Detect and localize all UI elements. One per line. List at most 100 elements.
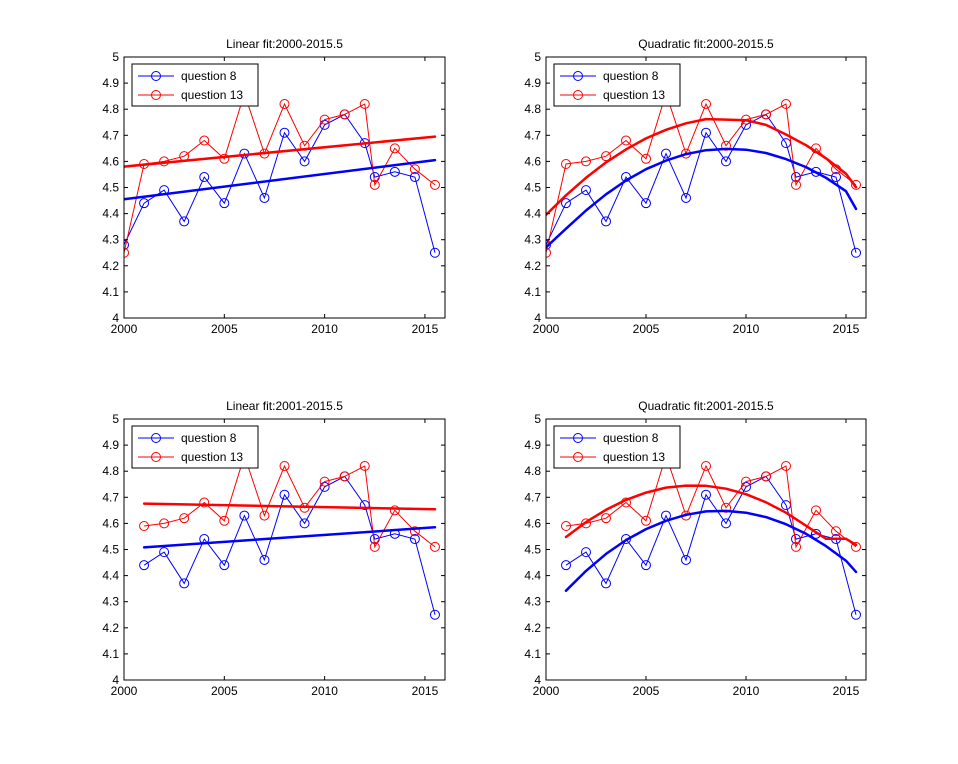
y-tick-label: 4.5 — [102, 181, 119, 195]
data-point — [581, 185, 591, 196]
chart-title: Quadratic fit:2001-2015.5 — [638, 399, 774, 413]
y-tick-label: 5 — [112, 412, 119, 426]
data-point — [641, 560, 651, 571]
data-point — [124, 247, 129, 258]
y-tick-label: 4.7 — [102, 128, 119, 142]
legend-marker — [573, 90, 583, 100]
data-point — [179, 578, 190, 589]
data-point — [831, 172, 841, 183]
series-line-2 — [144, 453, 436, 549]
data-point — [179, 513, 190, 524]
plot-series — [546, 88, 861, 258]
fit-line-1 — [124, 158, 437, 201]
data-point — [429, 609, 440, 620]
y-tick-label: 5 — [534, 412, 541, 426]
data-point — [561, 560, 571, 571]
data-point — [741, 476, 751, 487]
y-tick-label: 4.5 — [102, 543, 119, 557]
data-point — [581, 518, 591, 529]
x-tick-label: 2000 — [111, 322, 138, 336]
legend: question 8 question 13 — [553, 425, 681, 469]
data-point — [781, 460, 791, 471]
data-point — [721, 518, 731, 529]
legend: question 8 question 13 — [553, 63, 681, 107]
data-point — [811, 166, 821, 177]
y-tick-label: 4 — [534, 673, 541, 687]
y-tick-label: 4.1 — [102, 285, 119, 299]
data-point — [429, 541, 440, 552]
data-point — [124, 239, 129, 250]
y-tick-label: 4.8 — [102, 102, 119, 116]
fit-line-1 — [142, 526, 437, 549]
x-tick-label: 2010 — [311, 322, 338, 336]
legend-label: question 13 — [181, 450, 243, 464]
data-point — [601, 513, 611, 524]
data-point — [409, 534, 420, 545]
data-point — [369, 541, 380, 552]
data-point — [199, 172, 210, 183]
fit-line-2 — [564, 484, 858, 547]
y-tick-label: 4.3 — [524, 595, 541, 609]
data-point — [219, 560, 230, 571]
y-tick-label: 4.3 — [102, 595, 119, 609]
chart-panel-3: Linear fit:2001-2015.5 2000 2005 2010 2015 4 4… — [102, 399, 446, 698]
chart-title: Linear fit:2000-2015.5 — [226, 37, 343, 51]
y-tick-label: 4.4 — [524, 207, 541, 221]
y-tick-label: 4.6 — [524, 516, 541, 530]
data-point — [259, 192, 270, 203]
x-tick-label: 2015 — [833, 684, 860, 698]
legend-marker — [573, 433, 583, 443]
chart-panel-4: Quadratic fit:2001-2015.5 2000 2005 2010 201… — [524, 399, 867, 698]
data-point — [279, 460, 290, 471]
data-point — [299, 518, 310, 529]
data-point — [259, 510, 270, 521]
legend-label: question 8 — [181, 69, 237, 83]
y-tick-label: 4.4 — [524, 569, 541, 583]
legend-label: question 8 — [603, 431, 659, 445]
data-point — [721, 156, 731, 167]
data-point — [139, 198, 150, 209]
x-tick-label: 2000 — [533, 684, 560, 698]
plot-series — [124, 88, 440, 258]
data-point — [701, 127, 711, 138]
y-tick-label: 4.2 — [102, 621, 119, 635]
data-point — [621, 534, 631, 545]
chart-panel-1: Linear fit:2000-2015.5 2000 2005 2010 2015 4 4… — [102, 37, 446, 336]
data-point — [359, 98, 370, 109]
fit-line-2 — [142, 502, 437, 511]
x-tick-label: 2010 — [733, 322, 760, 336]
data-point — [701, 460, 711, 471]
data-point — [319, 476, 330, 487]
legend-marker — [151, 90, 161, 100]
fit-line-2 — [124, 135, 437, 168]
y-tick-label: 4.3 — [102, 233, 119, 247]
x-tick-label: 2000 — [533, 322, 560, 336]
data-point — [359, 460, 370, 471]
x-tick-label: 2015 — [412, 322, 439, 336]
chart-title: Linear fit:2001-2015.5 — [226, 399, 343, 413]
data-point — [641, 198, 651, 209]
legend-label: question 8 — [181, 431, 237, 445]
series-line-1 — [124, 113, 436, 253]
data-point — [791, 541, 801, 552]
data-point — [279, 98, 290, 109]
data-point — [219, 153, 230, 164]
data-point — [389, 505, 400, 516]
data-point — [851, 179, 861, 190]
legend-marker — [573, 452, 583, 462]
y-tick-label: 4.5 — [524, 181, 541, 195]
data-point — [319, 114, 330, 125]
data-point — [546, 239, 551, 250]
data-point — [259, 554, 270, 565]
data-point — [339, 471, 350, 482]
y-tick-label: 4.2 — [524, 621, 541, 635]
chart-panel-2: Quadratic fit:2000-2015.5 2000 2005 2010 201… — [524, 37, 867, 336]
data-point — [701, 98, 711, 109]
fit-line-1 — [564, 509, 858, 592]
y-tick-label: 4.2 — [524, 259, 541, 273]
legend-marker — [151, 433, 161, 443]
data-point — [219, 515, 230, 526]
y-tick-label: 4.4 — [102, 207, 119, 221]
legend-label: question 8 — [603, 69, 659, 83]
data-point — [299, 156, 310, 167]
